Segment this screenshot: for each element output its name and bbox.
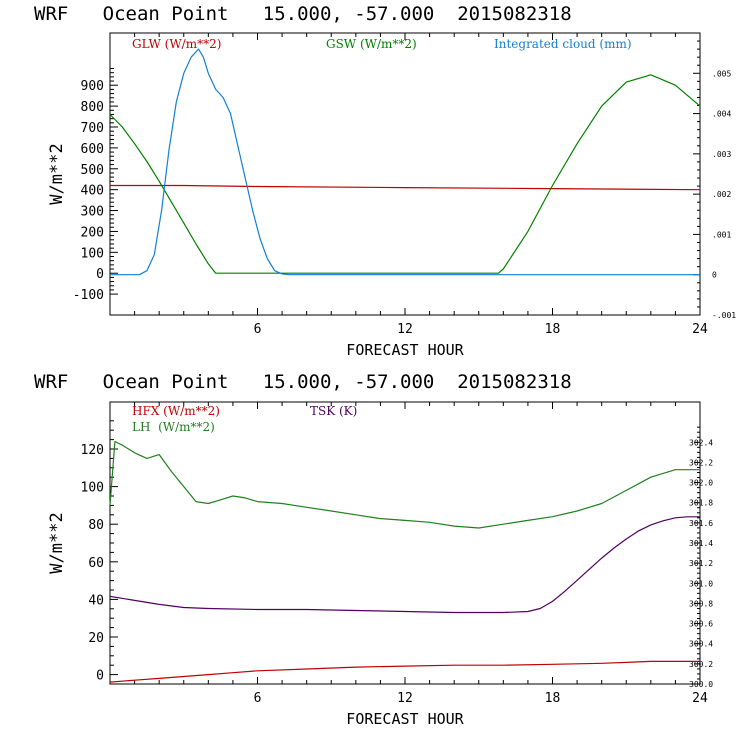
y-axis-label: W/m**2	[47, 512, 67, 573]
x-tick-label: 12	[397, 322, 413, 337]
y2-tick-label: .004	[712, 110, 731, 119]
y-tick-label: 800	[81, 100, 104, 115]
series-line-integrated	[110, 48, 700, 276]
y2-tick-label: 300.8	[689, 599, 713, 608]
legend-hfx: HFX (W/m**2)	[132, 404, 220, 418]
y2-tick-label: 301.0	[689, 579, 713, 588]
y2-tick-label: -.001	[712, 311, 736, 320]
y-tick-label: 0	[96, 669, 104, 684]
x-tick-label: 24	[692, 691, 708, 706]
y2-tick-label: 300.6	[689, 620, 713, 629]
y2-tick-label: 300.2	[689, 660, 713, 669]
x-tick-label: 6	[254, 691, 262, 706]
y2-tick-label: 300.4	[689, 640, 713, 649]
y2-tick-label: 0	[712, 271, 717, 280]
legend-tsk: TSK (K)	[310, 404, 357, 418]
legend-gsw: GSW (W/m**2)	[326, 37, 417, 51]
y2-tick-label: 301.6	[689, 519, 713, 528]
y-tick-label: 20	[88, 631, 104, 646]
x-tick-label: 18	[545, 322, 561, 337]
y-tick-label: 900	[81, 79, 104, 94]
y-tick-label: 200	[81, 225, 104, 240]
y-tick-label: 0	[96, 267, 104, 282]
y-tick-label: 400	[81, 184, 104, 199]
chart-title: WRF Ocean Point 15.000, -57.000 20150823…	[34, 3, 572, 25]
y-tick-label: 100	[81, 481, 104, 496]
x-tick-label: 12	[397, 691, 413, 706]
series-line-lh	[109, 440, 700, 529]
x-tick-label: 18	[545, 691, 561, 706]
upper-chart-panel: WRF Ocean Point 15.000, -57.000 20150823…	[34, 3, 736, 359]
series-line-glw	[110, 184, 701, 191]
y2-tick-label: .003	[712, 150, 731, 159]
legend-lh: LH (W/m**2)	[132, 420, 215, 434]
y2-tick-label: 301.2	[689, 559, 713, 568]
y-tick-label: 40	[88, 593, 104, 608]
y-tick-label: 500	[81, 163, 104, 178]
y2-tick-label: 302.2	[689, 458, 713, 467]
y-tick-label: 600	[81, 142, 104, 157]
y-tick-label: 60	[88, 556, 104, 571]
x-tick-label: 6	[254, 322, 262, 337]
legend-glw: GLW (W/m**2)	[132, 37, 221, 51]
y-tick-label: 80	[88, 518, 104, 533]
x-axis-label: FORECAST HOUR	[346, 341, 464, 359]
y2-tick-label: 302.0	[689, 479, 713, 488]
y2-tick-label: 302.4	[689, 438, 713, 447]
x-axis-label: FORECAST HOUR	[346, 710, 464, 728]
lower-chart-panel: WRF Ocean Point 15.000, -57.000 20150823…	[34, 371, 713, 728]
x-tick-label: 24	[692, 322, 708, 337]
y2-tick-label: .002	[712, 190, 731, 199]
chart-title: WRF Ocean Point 15.000, -57.000 20150823…	[34, 371, 572, 393]
y2-tick-label: 301.4	[689, 539, 713, 548]
series-line-tsk	[109, 516, 700, 614]
y2-tick-label: .001	[712, 230, 731, 239]
series-line-gsw	[109, 74, 701, 274]
plot-frame	[109, 401, 701, 685]
y2-tick-label: 301.8	[689, 499, 713, 508]
y2-tick-label: 300.0	[689, 680, 713, 689]
y-tick-label: 700	[81, 121, 104, 136]
y-tick-label: -100	[73, 288, 104, 303]
y-tick-label: 300	[81, 205, 104, 220]
y-tick-label: 100	[81, 246, 104, 261]
series-line-hfx	[109, 660, 700, 683]
y-tick-label: 120	[81, 443, 104, 458]
y2-tick-label: .005	[712, 69, 731, 78]
legend-integrated: Integrated cloud (mm)	[494, 37, 632, 51]
y-axis-label: W/m**2	[47, 143, 67, 204]
